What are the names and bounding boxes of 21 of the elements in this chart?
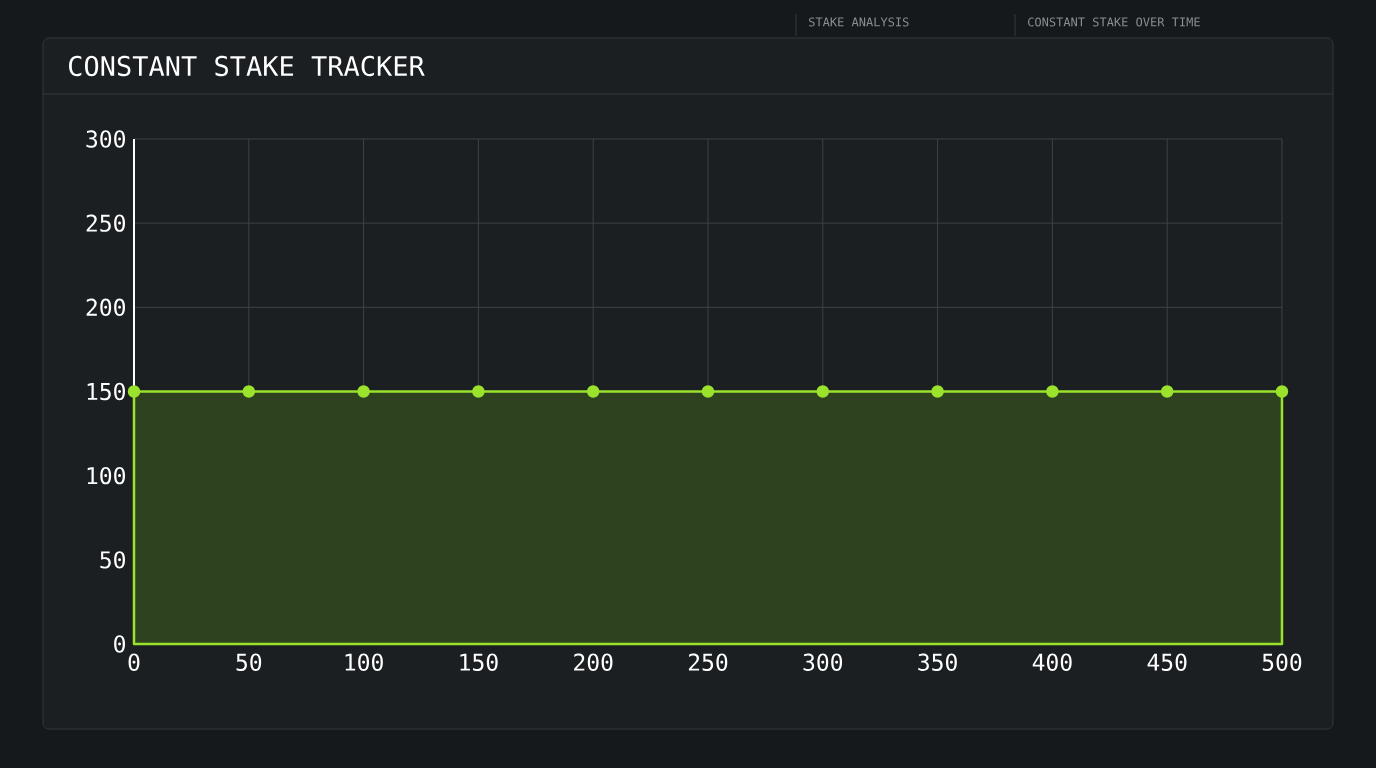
y-tick-label: 200 (86, 298, 125, 317)
x-tick-label: 400 (1032, 653, 1072, 671)
text: CONSTANT STAKE OVER TIME (1028, 17, 1200, 27)
y-tick-label: 300 (86, 130, 125, 148)
y-tick-label: 0 (114, 635, 125, 653)
x-tick-label: 250 (688, 653, 728, 671)
x-tick-label: 450 (1147, 653, 1187, 671)
text: STAKE ANALYSIS (809, 17, 909, 27)
x-tick-label: 500 (1262, 653, 1302, 671)
y-tick-label: 150 (87, 382, 125, 401)
x-tick-label: 0 (128, 653, 140, 671)
x-tick-label: 50 (236, 653, 262, 671)
y-tick-label: 250 (86, 214, 125, 232)
y-tick-label: 100 (87, 466, 125, 485)
x-tick-label: 150 (460, 653, 498, 671)
chart-title: CONSTANT STAKE TRACKER (69, 55, 425, 77)
x-tick-label: 300 (803, 653, 843, 671)
x-tick-label: 100 (345, 653, 383, 671)
y-tick-label: 50 (100, 551, 125, 569)
x-tick-label: 350 (918, 653, 957, 671)
x-tick-label: 200 (574, 653, 613, 671)
